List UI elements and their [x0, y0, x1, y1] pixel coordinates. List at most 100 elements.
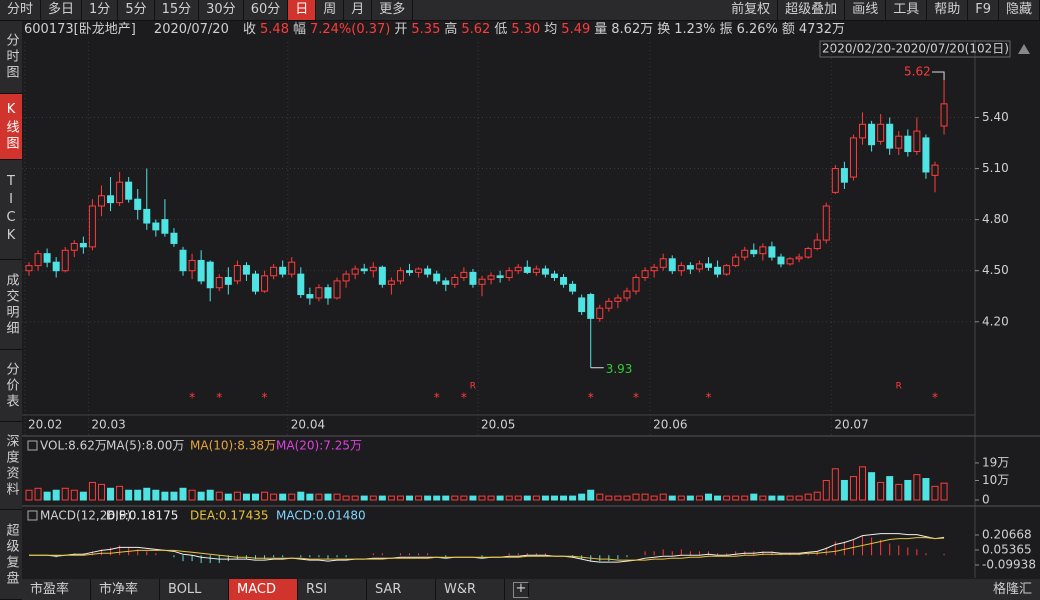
candle-body: [723, 265, 731, 275]
volume-bar: [161, 491, 169, 501]
volume-bar: [88, 481, 96, 501]
field-value: 1.23%: [674, 22, 716, 37]
field-label: 振: [719, 22, 733, 37]
add-tab[interactable]: +: [513, 582, 529, 598]
volume-bar: [396, 495, 404, 501]
candle-body: [252, 273, 259, 292]
tool-button[interactable]: 隐藏: [999, 0, 1040, 20]
y-tick-label: 4.20: [982, 314, 1009, 328]
side-tab[interactable]: 深度资料: [0, 422, 22, 511]
period-tab[interactable]: 多日: [41, 0, 83, 20]
candle-body: [541, 268, 549, 275]
volume-bar: [197, 491, 205, 501]
candle-body: [261, 275, 269, 292]
volume-bar: [686, 495, 694, 501]
candle-body: [840, 168, 848, 183]
field-label: 量: [594, 22, 608, 37]
tool-button[interactable]: 工具: [886, 0, 928, 20]
tool-button[interactable]: F9: [968, 0, 999, 20]
tool-button[interactable]: 画线: [845, 0, 887, 20]
candle-body: [623, 290, 631, 299]
candle-body: [940, 103, 948, 127]
candle-body: [188, 259, 196, 272]
period-tab[interactable]: 分时: [0, 0, 42, 20]
volume-bar: [270, 493, 278, 501]
candle-body: [215, 277, 223, 289]
field-value: 8.62万: [611, 22, 654, 37]
candle-body: [460, 271, 468, 279]
candle-body: [333, 280, 341, 299]
side-tab[interactable]: 分价表: [0, 350, 22, 423]
side-tab[interactable]: 成交明细: [0, 260, 22, 351]
field-label: 幅: [292, 22, 306, 37]
candle-body: [342, 273, 350, 282]
indicator-tab[interactable]: BOLL: [160, 579, 229, 600]
indicator-tab[interactable]: W&R: [436, 579, 505, 600]
event-marker: *: [216, 391, 222, 405]
side-tab[interactable]: K线图: [0, 94, 22, 161]
candle-body: [387, 280, 395, 285]
period-tab[interactable]: 30分: [199, 0, 244, 20]
period-tab[interactable]: 1分: [82, 0, 119, 20]
indicator-tab[interactable]: MACD: [229, 579, 298, 600]
volume-bar: [659, 493, 667, 501]
tool-button[interactable]: 前复权: [724, 0, 779, 20]
field-label: 开: [394, 22, 408, 37]
y-tick-label: 0.20668: [982, 527, 1032, 541]
toolbar: 分时 多日 1分 5分 15分 30分 60分日周月更多 前复权 超级叠加 画线 工具 帮助 F9 隐藏: [0, 0, 1040, 21]
volume-bar: [668, 495, 676, 501]
volume-bar: [451, 495, 459, 501]
side-tab[interactable]: 分时图: [0, 21, 22, 95]
candle-body: [306, 294, 314, 299]
field-label: 额: [781, 22, 795, 37]
volume-bar: [650, 495, 658, 501]
legend-icon[interactable]: [27, 440, 38, 451]
volume-bar: [569, 495, 577, 501]
side-tab[interactable]: 超级复盘: [0, 510, 22, 600]
period-tab[interactable]: 5分: [118, 0, 155, 20]
legend-icon[interactable]: [27, 510, 38, 521]
candle-body: [424, 268, 432, 275]
period-tab[interactable]: 更多: [372, 0, 414, 20]
period-tab[interactable]: 周: [316, 0, 345, 20]
volume-bar: [215, 491, 223, 501]
volume-bar: [931, 485, 939, 501]
candle-body: [505, 270, 513, 279]
quote-bar: 600173[卧龙地产] 2020/07/20 收 5.48 幅 7.24%(0.37…: [24, 21, 849, 39]
side-tab[interactable]: TICK: [0, 160, 22, 261]
legend-entry: MA(20):7.25万: [276, 439, 362, 453]
candle-body: [107, 195, 115, 204]
period-tab[interactable]: 60分: [244, 0, 289, 20]
volume-bar: [442, 495, 450, 501]
period-tab[interactable]: 15分: [155, 0, 200, 20]
logo: 格隆汇: [992, 582, 1032, 597]
indicator-tab[interactable]: 市盈率: [22, 579, 91, 600]
sidebar: 分时图 K线图 TICK 成交明细 分价表 深度资料 超级复盘: [0, 21, 22, 600]
volume-bar: [297, 491, 305, 501]
candle-body: [324, 287, 332, 299]
y-tick-label: 5.10: [982, 161, 1009, 175]
candle-body: [369, 266, 377, 272]
candle-body: [686, 265, 694, 270]
volume-bar: [387, 495, 395, 501]
tool-button[interactable]: 帮助: [927, 0, 969, 20]
indicator-tab[interactable]: 市净率: [91, 579, 160, 600]
period-tab[interactable]: 日: [288, 0, 317, 20]
tool-button[interactable]: 超级叠加: [778, 0, 846, 20]
indicator-tab[interactable]: RSI: [298, 579, 367, 600]
x-tick-label: 20.02: [28, 418, 62, 432]
candle-body: [469, 271, 477, 285]
range-icon[interactable]: [1018, 44, 1030, 54]
candle-body: [224, 277, 232, 285]
event-marker: *: [434, 391, 440, 405]
volume-bar: [460, 495, 468, 501]
volume-bar: [415, 495, 423, 501]
field-value: 5.30: [511, 22, 541, 37]
volume-bar: [61, 487, 69, 501]
period-tab[interactable]: 月: [344, 0, 373, 20]
y-tick-label: 0.05365: [982, 542, 1032, 556]
volume-bar: [233, 491, 241, 501]
indicator-tab[interactable]: SAR: [367, 579, 436, 600]
candle-body: [125, 181, 133, 200]
